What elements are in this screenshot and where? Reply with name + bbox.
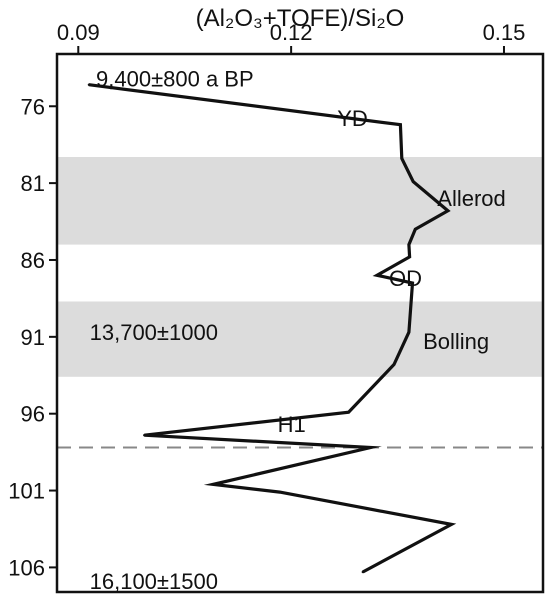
data-point [399, 123, 402, 126]
annotation-label: H1 [278, 412, 306, 437]
annotation-label: Bolling [423, 329, 489, 354]
data-series [87, 83, 457, 574]
data-point [407, 243, 411, 246]
data-point [375, 274, 379, 277]
y-tick-label: 76 [21, 94, 45, 119]
data-point [450, 523, 453, 526]
data-point [278, 490, 281, 494]
data-point [400, 157, 404, 160]
y-tick-label: 91 [21, 325, 45, 350]
y-tick-label: 101 [8, 479, 45, 504]
data-point [211, 483, 215, 486]
x-tick-label: 0.12 [270, 20, 313, 45]
x-tick-label: 0.09 [57, 20, 100, 45]
data-point [446, 209, 450, 212]
data-point [411, 180, 415, 183]
data-point [361, 570, 364, 574]
data-point [143, 434, 146, 437]
annotation-label: Allerod [437, 186, 505, 211]
y-tick-label: 86 [21, 248, 45, 273]
data-point [392, 363, 396, 366]
band-0 [57, 156, 543, 245]
annotation-label: OD [389, 266, 422, 291]
annotation-label: 16,100±1500 [90, 569, 218, 594]
chart-title: (Al₂O₃+TOFE)/Si₂O [196, 5, 405, 32]
x-tick-label: 0.15 [483, 20, 526, 45]
data-point [408, 255, 411, 259]
x-axis: 0.09 0.12 0.15 [57, 20, 526, 54]
plot-frame [55, 52, 545, 594]
band-1 [57, 301, 543, 377]
annotation-label: 13,700±1000 [90, 320, 218, 345]
data-point [411, 281, 414, 285]
data-point [414, 228, 417, 231]
data-point [87, 83, 91, 86]
annotations: 9,400±800 a BP YD Allerod OD 13,700±1000 Boll… [90, 66, 506, 594]
data-point [369, 446, 372, 449]
y-axis: 76 81 86 91 96 101 106 [8, 94, 57, 580]
data-point [407, 331, 411, 334]
y-tick-label: 96 [21, 402, 45, 427]
shaded-bands [57, 156, 543, 377]
annotation-label: 9,400±800 a BP [96, 66, 254, 91]
y-tick-label: 106 [8, 555, 45, 580]
annotation-label: YD [337, 106, 368, 131]
y-tick-label: 81 [21, 171, 45, 196]
data-point [347, 410, 350, 414]
